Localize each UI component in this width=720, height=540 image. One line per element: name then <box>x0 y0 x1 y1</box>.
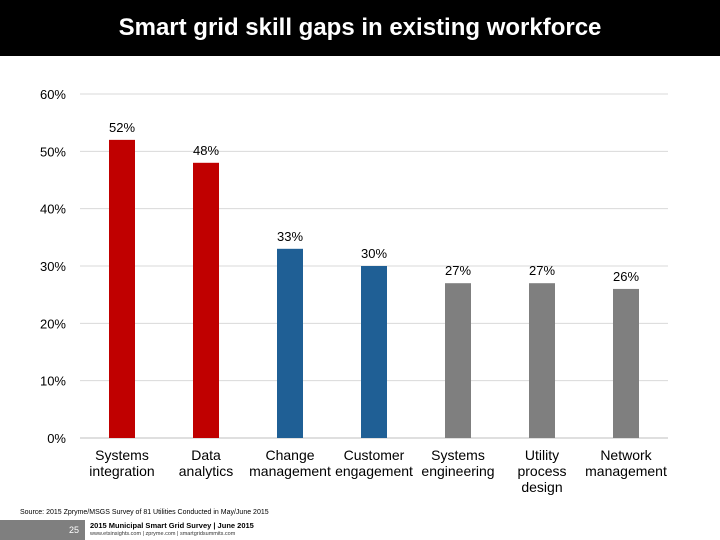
source-note: Source: 2015 Zpryme/MSGS Survey of 81 Ut… <box>20 509 269 516</box>
data-label: 27% <box>445 263 471 278</box>
x-tick-label: Utility <box>525 447 559 463</box>
data-label: 27% <box>529 263 555 278</box>
footer-links: www.etsinsights.com | zpryme.com | smart… <box>90 531 236 537</box>
data-label: 26% <box>613 269 639 284</box>
y-tick-label: 0% <box>47 431 66 446</box>
data-label: 52% <box>109 120 135 135</box>
slide-title: Smart grid skill gaps in existing workfo… <box>118 14 602 41</box>
y-tick-label: 30% <box>40 259 66 274</box>
title-bar: Smart grid skill gaps in existing workfo… <box>0 0 720 56</box>
data-label: 33% <box>277 229 303 244</box>
y-tick-label: 20% <box>40 316 66 331</box>
y-tick-label: 10% <box>40 374 66 389</box>
bar <box>109 139 135 438</box>
bar <box>277 248 303 438</box>
x-tick-label: Data <box>191 447 221 463</box>
bar <box>193 162 219 439</box>
x-tick-label: management <box>585 463 667 479</box>
x-tick-label: Change <box>265 447 314 463</box>
bar <box>445 283 471 438</box>
page-number: 25 <box>0 520 85 540</box>
x-tick-label: Systems <box>95 447 149 463</box>
y-tick-label: 60% <box>40 87 66 102</box>
x-tick-label: engineering <box>421 463 494 479</box>
bar <box>361 266 387 438</box>
x-tick-label: Customer <box>344 447 405 463</box>
x-tick-label: Systems <box>431 447 485 463</box>
x-tick-label: management <box>249 463 331 479</box>
bar <box>529 283 555 438</box>
footer: 25 2015 Municipal Smart Grid Survey | Ju… <box>0 520 720 540</box>
x-tick-label: analytics <box>179 463 233 479</box>
footer-survey-title: 2015 Municipal Smart Grid Survey | June … <box>90 521 254 530</box>
data-label: 30% <box>361 246 387 261</box>
bar <box>613 288 639 438</box>
x-tick-label: Network <box>600 447 652 463</box>
bar-chart: 0%10%20%30%40%50%60%52%Systemsintegratio… <box>40 87 668 495</box>
x-tick-label: integration <box>89 463 154 479</box>
x-tick-label: design <box>521 479 562 495</box>
x-tick-label: engagement <box>335 463 413 479</box>
x-tick-label: process <box>517 463 566 479</box>
data-label: 48% <box>193 143 219 158</box>
y-tick-label: 40% <box>40 202 66 217</box>
y-tick-label: 50% <box>40 144 66 159</box>
